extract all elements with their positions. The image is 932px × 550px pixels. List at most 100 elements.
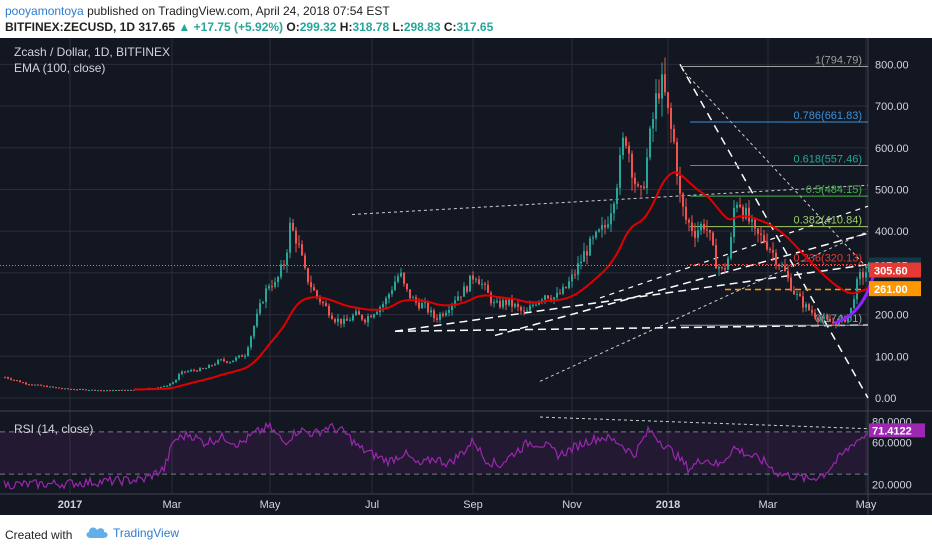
candle-body — [745, 207, 747, 219]
candle-body — [496, 301, 498, 303]
high-value: 318.78 — [352, 20, 390, 34]
candle-body — [499, 301, 501, 308]
candle-body — [526, 310, 528, 312]
price-axis[interactable]: 800.00700.00600.00500.00400.00300.00200.… — [869, 59, 921, 405]
candle-body — [550, 298, 552, 301]
candle-body — [817, 317, 819, 321]
candle-body — [13, 379, 15, 381]
candle-body — [787, 271, 789, 278]
candle-body — [589, 238, 591, 256]
candle-body — [826, 316, 828, 319]
candle-body — [607, 224, 609, 228]
candle-body — [16, 380, 18, 382]
candle-body — [157, 387, 159, 389]
candle-body — [391, 290, 393, 295]
candle-body — [439, 313, 441, 320]
candle-body — [373, 314, 375, 318]
candle-body — [238, 355, 240, 358]
author-link[interactable]: pooyamontoya — [5, 4, 84, 18]
candle-body — [694, 230, 696, 238]
candle-body — [52, 386, 54, 388]
candle-body — [7, 377, 9, 379]
candle-body — [640, 185, 642, 187]
created-with-label: Created with — [5, 528, 73, 542]
candle-body — [199, 368, 201, 372]
candle-body — [250, 336, 252, 348]
candle-body — [202, 368, 204, 370]
candle-body — [670, 108, 672, 129]
candle-body — [724, 268, 726, 270]
rsi-tick-label: 60.0000 — [872, 437, 912, 449]
rsi-line — [3, 421, 869, 491]
candle-body — [829, 318, 831, 322]
candle-body — [544, 295, 546, 300]
trendline — [684, 72, 869, 270]
tradingview-logo-icon — [86, 527, 108, 538]
price-tick-label: 0.00 — [875, 393, 896, 405]
candle-body — [742, 206, 744, 219]
candle-body — [718, 267, 720, 269]
candle-body — [511, 299, 513, 307]
candle-body — [436, 318, 438, 320]
trendline — [539, 230, 869, 382]
candle-body — [472, 275, 474, 280]
candle-body — [505, 300, 507, 305]
time-tick-label: Nov — [562, 499, 582, 511]
candle-body — [406, 283, 408, 290]
candle-body — [43, 385, 45, 387]
candle-body — [307, 268, 309, 283]
candle-body — [610, 213, 612, 225]
candle-body — [31, 384, 33, 386]
candle-body — [253, 326, 255, 337]
candle-body — [19, 380, 21, 383]
candle-body — [34, 384, 36, 386]
candle-body — [169, 383, 171, 386]
candle-body — [193, 370, 195, 372]
chart-title: Zcash / Dollar, 1D, BITFINEX — [14, 45, 170, 59]
candle-body — [424, 301, 426, 304]
candle-body — [76, 389, 78, 391]
candle-body — [703, 224, 705, 230]
candle-body — [508, 299, 510, 305]
fib-label: 1(794.79) — [815, 55, 862, 67]
tradingview-link[interactable]: TradingView — [113, 526, 180, 540]
fib-label: 0.382(410.84) — [794, 215, 863, 227]
candle-body — [322, 301, 324, 304]
price-tick-label: 500.00 — [875, 184, 909, 196]
rsi-badge-label: 71.4122 — [872, 425, 912, 437]
open-value: 299.32 — [299, 20, 337, 34]
time-tick-label: 2017 — [58, 499, 82, 511]
candle-body — [613, 203, 615, 214]
candle-body — [325, 303, 327, 307]
candle-body — [97, 390, 99, 392]
candle-body — [514, 303, 516, 307]
price-badge-label: 305.60 — [874, 266, 908, 278]
trendline — [394, 324, 869, 333]
candle-body — [568, 281, 570, 289]
candle-body — [619, 155, 621, 188]
candle-body — [715, 245, 717, 269]
candle-body — [361, 314, 363, 320]
candle-body — [679, 176, 681, 194]
trendline — [679, 63, 869, 399]
candle-body — [628, 145, 630, 154]
candle-body — [286, 252, 288, 266]
candle-body — [292, 222, 294, 231]
chart-background — [0, 38, 932, 515]
candle-body — [280, 264, 282, 277]
candle-body — [490, 292, 492, 304]
time-axis[interactable]: 2017 Mar May Jul Sep Nov 2018 Mar May — [58, 499, 877, 511]
candle-body — [10, 378, 12, 380]
trendline — [599, 205, 869, 299]
candle-body — [346, 318, 348, 321]
candle-body — [676, 141, 678, 177]
time-tick-label: Mar — [163, 499, 182, 511]
candle-body — [235, 357, 237, 361]
candle-body — [352, 315, 354, 321]
price-badge-label: 261.00 — [874, 284, 908, 296]
candle-body — [799, 293, 801, 297]
candle-body — [802, 296, 804, 308]
candle-body — [796, 293, 798, 295]
candle-body — [232, 360, 234, 363]
price-chart[interactable]: 1(794.79) 0.786(661.83) 0.618(557.46) 0.5(4… — [0, 38, 932, 515]
